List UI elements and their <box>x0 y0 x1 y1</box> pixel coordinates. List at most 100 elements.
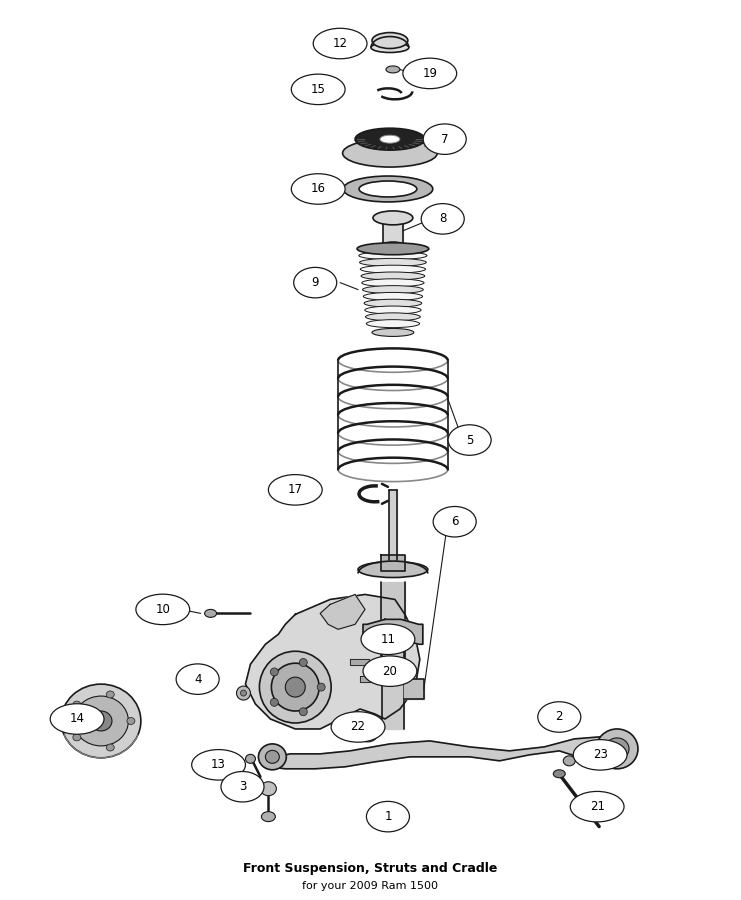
Ellipse shape <box>106 691 114 698</box>
Ellipse shape <box>205 609 216 617</box>
Ellipse shape <box>331 712 385 742</box>
Polygon shape <box>383 218 403 245</box>
Ellipse shape <box>270 668 279 676</box>
Text: 6: 6 <box>451 515 459 528</box>
Ellipse shape <box>73 696 128 746</box>
Ellipse shape <box>245 754 256 763</box>
Ellipse shape <box>259 744 286 770</box>
Text: 5: 5 <box>466 434 473 446</box>
Polygon shape <box>363 619 423 644</box>
Text: 12: 12 <box>333 37 348 50</box>
Text: 9: 9 <box>311 276 319 289</box>
Ellipse shape <box>363 292 422 301</box>
Ellipse shape <box>176 664 219 695</box>
Ellipse shape <box>597 729 638 769</box>
Ellipse shape <box>293 267 336 298</box>
Text: 21: 21 <box>590 800 605 814</box>
Ellipse shape <box>366 320 419 328</box>
Ellipse shape <box>291 174 345 204</box>
Ellipse shape <box>285 677 305 698</box>
Ellipse shape <box>357 243 429 255</box>
Ellipse shape <box>362 285 423 293</box>
Ellipse shape <box>343 176 433 202</box>
Ellipse shape <box>574 740 627 770</box>
Ellipse shape <box>342 140 437 167</box>
Text: 1: 1 <box>384 810 392 824</box>
Ellipse shape <box>221 771 264 802</box>
Polygon shape <box>389 490 397 560</box>
Ellipse shape <box>362 279 424 287</box>
Text: 13: 13 <box>211 759 226 771</box>
Ellipse shape <box>365 306 421 314</box>
Polygon shape <box>360 676 379 682</box>
Polygon shape <box>381 581 405 659</box>
Ellipse shape <box>241 690 247 696</box>
Ellipse shape <box>50 704 104 734</box>
Ellipse shape <box>612 744 622 753</box>
Ellipse shape <box>373 211 413 225</box>
Text: 15: 15 <box>310 83 325 96</box>
Polygon shape <box>350 659 369 665</box>
Polygon shape <box>381 554 405 571</box>
Ellipse shape <box>386 66 400 73</box>
Ellipse shape <box>192 750 245 780</box>
Ellipse shape <box>236 686 250 700</box>
Ellipse shape <box>73 701 81 708</box>
Ellipse shape <box>106 744 114 751</box>
Ellipse shape <box>359 252 427 259</box>
Ellipse shape <box>359 258 426 266</box>
Ellipse shape <box>265 751 279 763</box>
Ellipse shape <box>372 32 408 49</box>
Ellipse shape <box>299 707 308 716</box>
Ellipse shape <box>358 245 428 253</box>
Ellipse shape <box>262 812 276 822</box>
Ellipse shape <box>605 738 629 760</box>
Ellipse shape <box>270 698 279 706</box>
Text: 14: 14 <box>70 713 84 725</box>
Ellipse shape <box>365 313 420 320</box>
Ellipse shape <box>371 42 409 52</box>
Ellipse shape <box>421 203 465 234</box>
Ellipse shape <box>448 425 491 455</box>
Text: 3: 3 <box>239 780 246 793</box>
Ellipse shape <box>379 242 407 252</box>
Text: 19: 19 <box>422 67 437 80</box>
Text: 16: 16 <box>310 183 326 195</box>
Polygon shape <box>404 680 424 699</box>
Ellipse shape <box>359 181 417 197</box>
Ellipse shape <box>73 734 81 741</box>
Ellipse shape <box>363 656 417 687</box>
Ellipse shape <box>554 770 565 778</box>
Text: 2: 2 <box>556 710 563 724</box>
Text: 22: 22 <box>350 721 365 734</box>
Ellipse shape <box>317 683 325 691</box>
Ellipse shape <box>545 707 554 715</box>
Polygon shape <box>382 647 404 729</box>
Ellipse shape <box>433 507 476 537</box>
Ellipse shape <box>538 702 581 733</box>
Ellipse shape <box>403 58 456 89</box>
Ellipse shape <box>271 663 319 711</box>
Polygon shape <box>265 737 624 769</box>
Ellipse shape <box>268 474 322 505</box>
Text: 10: 10 <box>156 603 170 616</box>
Text: 17: 17 <box>288 483 303 497</box>
Ellipse shape <box>423 124 466 155</box>
Text: 20: 20 <box>382 665 397 678</box>
Ellipse shape <box>571 791 624 822</box>
Ellipse shape <box>364 631 376 644</box>
Polygon shape <box>320 595 365 629</box>
Text: 4: 4 <box>194 672 202 686</box>
Ellipse shape <box>355 128 425 150</box>
Ellipse shape <box>260 782 276 796</box>
Ellipse shape <box>563 756 575 766</box>
Ellipse shape <box>299 659 308 667</box>
Ellipse shape <box>127 717 135 725</box>
Text: 23: 23 <box>593 749 608 761</box>
Ellipse shape <box>291 74 345 104</box>
Ellipse shape <box>358 562 428 578</box>
Ellipse shape <box>380 135 400 143</box>
Ellipse shape <box>62 684 141 758</box>
Text: 7: 7 <box>441 132 448 146</box>
Ellipse shape <box>359 728 377 742</box>
